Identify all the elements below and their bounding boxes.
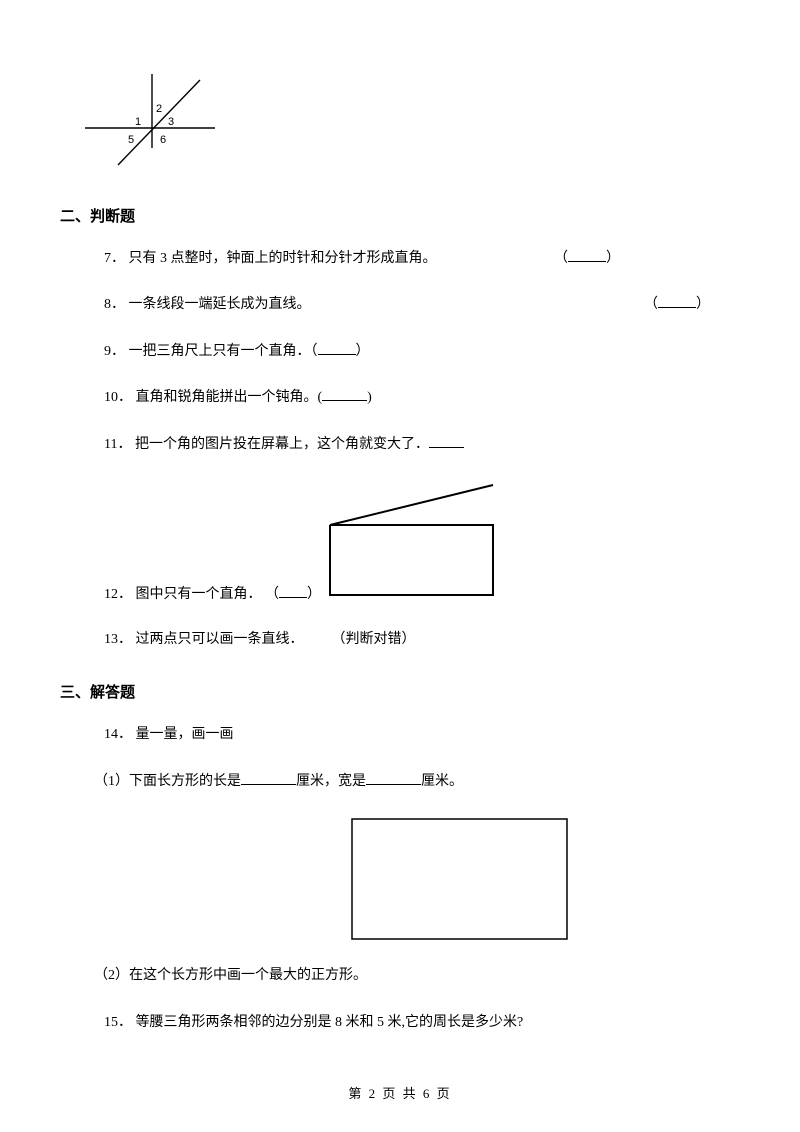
q8-blank[interactable] [658,296,696,308]
q14-rectangle [350,817,740,947]
q14-text: 量一量，画一画 [136,727,234,742]
q11-text: 把一个角的图片投在屏幕上，这个角就变大了． [135,437,429,452]
question-14: 14． 量一量，画一画 [104,724,740,746]
q10-num: 10． [104,390,132,405]
label-2: 2 [156,103,162,115]
q8-text: 一条线段一端延长成为直线。 [129,297,311,312]
q12-shape [325,480,500,605]
question-11: 11． 把一个角的图片投在屏幕上，这个角就变大了． [104,434,740,456]
q8-num: 8． [104,297,125,312]
question-7: 7． 只有 3 点整时，钟面上的时针和分针才形成直角。 （） [104,248,740,270]
question-12-row: 12． 图中只有一个直角． （） [104,480,740,605]
q9-num: 9． [104,344,125,359]
label-6: 6 [160,134,166,146]
page-footer: 第 2 页 共 6 页 [0,1083,800,1102]
q14-blank-width[interactable] [366,771,421,785]
angle-svg: 1 2 3 5 6 [80,70,230,170]
question-15: 15． 等腰三角形两条相邻的边分别是 8 米和 5 米,它的周长是多少米? [104,1012,740,1034]
q12-blank[interactable] [279,586,307,598]
question-10: 10． 直角和锐角能拼出一个钝角。() [104,387,740,409]
q13-text: 过两点只可以画一条直线． [136,632,304,647]
q14-sub2: （2）在这个长方形中画一个最大的正方形。 [94,968,367,983]
q13-suffix: （判断对错） [332,632,416,647]
q15-text: 等腰三角形两条相邻的边分别是 8 米和 5 米,它的周长是多少米? [136,1015,524,1030]
q14-sub1c: 厘米。 [421,774,463,789]
q9-text: 一把三角尺上只有一个直角．（ [129,344,318,359]
q13-num: 13． [104,632,132,647]
q9-blank[interactable] [318,343,356,355]
section-2-header: 二、判断题 [60,205,740,226]
q15-num: 15． [104,1015,132,1030]
q7-text: 只有 3 点整时，钟面上的时针和分针才形成直角。 [129,251,437,266]
q12-num: 12． [104,587,132,602]
q14-blank-length[interactable] [241,771,296,785]
q14-sub1a: （1）下面长方形的长是 [94,774,241,789]
q14-num: 14． [104,727,132,742]
q7-blank[interactable] [568,250,606,262]
label-3: 3 [168,116,174,128]
q11-num: 11． [104,437,131,452]
q10-text: 直角和锐角能拼出一个钝角。( [136,390,323,405]
question-9: 9． 一把三角尺上只有一个直角．（） [104,341,740,363]
label-1: 1 [135,116,141,128]
q11-blank[interactable] [429,434,464,448]
question-14-sub1: （1）下面长方形的长是 厘米，宽是 厘米。 [94,771,740,793]
q12-text: 图中只有一个直角． （ [136,587,280,602]
q10-blank[interactable] [322,389,367,401]
q7-num: 7． [104,251,125,266]
label-5: 5 [128,134,134,146]
angle-diagram: 1 2 3 5 6 [80,70,740,175]
question-8: 8． 一条线段一端延长成为直线。 （） [104,294,740,316]
section-3-header: 三、解答题 [60,681,740,702]
q14-sub1b: 厘米，宽是 [296,774,366,789]
question-14-sub2: （2）在这个长方形中画一个最大的正方形。 [94,965,740,987]
question-13: 13． 过两点只可以画一条直线． （判断对错） [104,629,740,651]
